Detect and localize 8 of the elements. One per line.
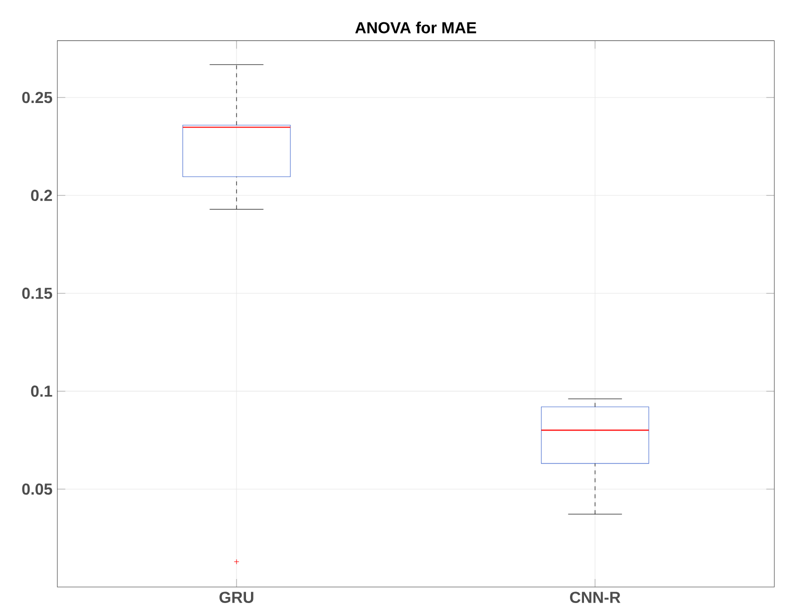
y-tick-label: 0.15 xyxy=(22,288,52,299)
y-tick-label: 0.1 xyxy=(31,386,52,397)
y-tick-label: 0.2 xyxy=(31,190,52,202)
x-tick-label: CNN-R xyxy=(570,592,620,603)
y-tick-label: 0.25 xyxy=(22,92,52,104)
chart-title: ANOVA for MAE xyxy=(355,22,476,34)
x-tick-label: GRU xyxy=(219,592,254,603)
y-tick-label: 0.05 xyxy=(22,483,52,495)
